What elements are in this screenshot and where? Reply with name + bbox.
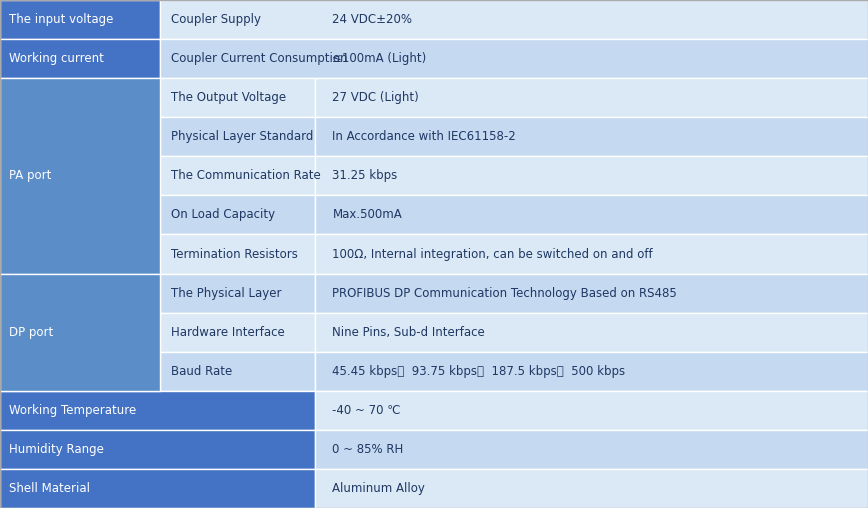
Text: Aluminum Alloy: Aluminum Alloy (332, 482, 425, 495)
Text: Nine Pins, Sub-d Interface: Nine Pins, Sub-d Interface (332, 326, 485, 339)
Bar (315, 391, 868, 430)
Text: 31.25 kbps: 31.25 kbps (332, 169, 398, 182)
Text: ≤100mA (Light): ≤100mA (Light) (332, 52, 427, 65)
Bar (0, 39, 160, 78)
Bar (0, 430, 315, 469)
Bar (160, 235, 315, 273)
Bar (160, 78, 315, 117)
Bar (315, 469, 868, 508)
Text: The Output Voltage: The Output Voltage (170, 91, 286, 104)
Text: Baud Rate: Baud Rate (170, 365, 232, 378)
Bar (0, 391, 315, 430)
Bar (160, 156, 315, 196)
Bar (315, 312, 868, 352)
Text: PA port: PA port (9, 169, 51, 182)
Bar (0, 273, 160, 391)
Text: The input voltage: The input voltage (9, 13, 113, 26)
Text: 24 VDC±20%: 24 VDC±20% (332, 13, 412, 26)
Text: Working Temperature: Working Temperature (9, 404, 136, 417)
Bar (160, 273, 315, 312)
Bar (315, 273, 868, 312)
Bar (160, 39, 868, 78)
Text: 45.45 kbps，  93.75 kbps，  187.5 kbps，  500 kbps: 45.45 kbps， 93.75 kbps， 187.5 kbps， 500 … (332, 365, 626, 378)
Bar (315, 78, 868, 117)
Text: -40 ~ 70 ℃: -40 ~ 70 ℃ (332, 404, 401, 417)
Text: 100Ω, Internal integration, can be switched on and off: 100Ω, Internal integration, can be switc… (332, 247, 653, 261)
Bar (315, 156, 868, 196)
Bar (160, 0, 868, 39)
Bar (160, 352, 315, 391)
Bar (315, 235, 868, 273)
Bar (160, 196, 315, 235)
Text: Physical Layer Standard: Physical Layer Standard (170, 130, 313, 143)
Text: The Physical Layer: The Physical Layer (170, 287, 281, 300)
Bar (315, 352, 868, 391)
Text: Coupler Current Consumption: Coupler Current Consumption (170, 52, 347, 65)
Bar (315, 117, 868, 156)
Text: Working current: Working current (9, 52, 103, 65)
Bar (0, 0, 160, 39)
Text: Humidity Range: Humidity Range (9, 443, 103, 456)
Bar (315, 430, 868, 469)
Text: In Accordance with IEC61158-2: In Accordance with IEC61158-2 (332, 130, 516, 143)
Text: The Communication Rate: The Communication Rate (170, 169, 320, 182)
Text: DP port: DP port (9, 326, 53, 339)
Bar (160, 312, 315, 352)
Text: On Load Capacity: On Load Capacity (170, 208, 274, 221)
Text: Shell Material: Shell Material (9, 482, 89, 495)
Text: Coupler Supply: Coupler Supply (170, 13, 260, 26)
Bar (160, 117, 315, 156)
Bar (315, 196, 868, 235)
Bar (0, 469, 315, 508)
Bar (0, 78, 160, 273)
Text: Termination Resistors: Termination Resistors (170, 247, 298, 261)
Text: PROFIBUS DP Communication Technology Based on RS485: PROFIBUS DP Communication Technology Bas… (332, 287, 677, 300)
Text: Hardware Interface: Hardware Interface (170, 326, 285, 339)
Text: 27 VDC (Light): 27 VDC (Light) (332, 91, 419, 104)
Text: Max.500mA: Max.500mA (332, 208, 402, 221)
Text: 0 ~ 85% RH: 0 ~ 85% RH (332, 443, 404, 456)
